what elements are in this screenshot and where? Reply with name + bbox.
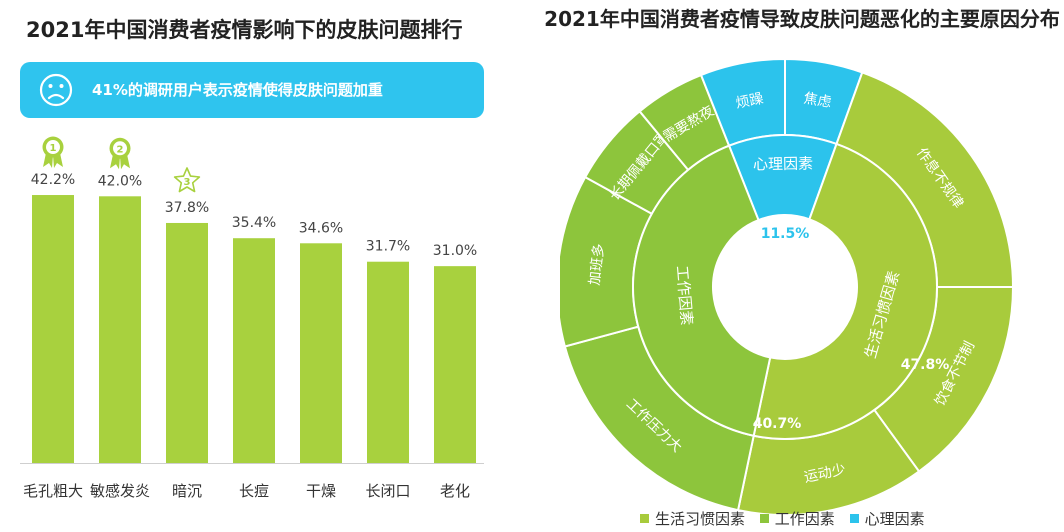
inner-segment-label: 心理因素 xyxy=(753,155,813,174)
category-label: 长闭口 xyxy=(365,482,410,500)
legend-item-work: 工作因素 xyxy=(759,508,835,529)
bar-2 xyxy=(99,196,141,464)
legend-item-psych: 心理因素 xyxy=(849,508,925,529)
inner-percent-label: 11.5% xyxy=(761,226,810,242)
sunburst-legend: 生活习惯因素 工作因素 心理因素 xyxy=(640,508,935,529)
inner-segment xyxy=(632,144,772,437)
sunburst-chart-title: 2021年中国消费者疫情导致皮肤问题恶化的主要原因分布 xyxy=(544,7,1060,31)
outer-segment-label: 焦虑 xyxy=(802,91,832,112)
bar-4 xyxy=(233,238,275,463)
category-label: 敏感发炎 xyxy=(90,482,150,500)
medal-inner xyxy=(113,141,127,156)
legend-label-psych: 心理因素 xyxy=(864,510,925,528)
bar-5 xyxy=(300,243,342,463)
category-label: 暗沉 xyxy=(172,482,202,500)
legend-label-lifestyle: 生活习惯因素 xyxy=(655,510,746,528)
legend-label-work: 工作因素 xyxy=(774,510,835,528)
bar-1 xyxy=(32,195,74,463)
legend-item-lifestyle: 生活习惯因素 xyxy=(640,508,745,529)
inner-segment-label: 工作因素 xyxy=(673,265,696,326)
legend-swatch-lifestyle xyxy=(640,514,649,523)
bar-value-label: 42.2% xyxy=(31,172,75,188)
inner-percent-label: 47.8% xyxy=(901,357,950,373)
medal-rank: 1 xyxy=(50,143,57,154)
outer-segment-label: 加班多 xyxy=(586,243,608,287)
summary-banner: 41%的调研用户表示疫情使得皮肤问题加重 xyxy=(20,62,484,118)
bar-value-label: 37.8% xyxy=(165,200,209,216)
category-label: 长痘 xyxy=(239,482,269,500)
category-label: 毛孔粗大 xyxy=(23,482,83,500)
star-badge-icon: 3 xyxy=(173,167,201,193)
medal-icon: 1 xyxy=(42,136,64,169)
bar-value-label: 31.0% xyxy=(433,243,477,259)
medal-rank: 2 xyxy=(117,144,124,155)
sad-face-icon xyxy=(39,73,73,107)
bar-value-label: 34.6% xyxy=(299,220,343,236)
skin-issues-bar-chart: 42.2% 毛孔粗大 42.0% 敏感发炎 37.8% 暗沉 35.4% 长痘 34.6% 干燥 3… xyxy=(20,136,484,500)
star-rank: 3 xyxy=(184,177,191,188)
bar-value-label: 42.0% xyxy=(98,173,142,189)
outer-segment-label: 烦躁 xyxy=(734,91,765,112)
bar-6 xyxy=(367,261,409,463)
causes-sunburst-chart: 焦虑作息不规律饮食不节制运动少工作压力大加班多长期佩戴口罩需要熬夜烦躁心理因素生… xyxy=(560,57,1015,516)
bar-value-label: 35.4% xyxy=(232,215,276,231)
category-label: 老化 xyxy=(440,482,470,500)
legend-swatch-psych xyxy=(849,514,859,523)
center-hole xyxy=(714,216,856,358)
inner-percent-label: 40.7% xyxy=(753,416,802,432)
bar-7 xyxy=(434,266,476,463)
banner-text: 41%的调研用户表示疫情使得皮肤问题加重 xyxy=(92,81,383,99)
category-label: 干燥 xyxy=(306,482,336,500)
bar-value-label: 31.7% xyxy=(366,239,410,255)
bar-3 xyxy=(166,222,208,463)
medal-inner xyxy=(46,140,60,155)
star-shape xyxy=(173,167,201,193)
bar-chart-title: 2021年中国消费者疫情影响下的皮肤问题排行 xyxy=(26,18,463,42)
medal-icon: 2 xyxy=(109,137,131,170)
legend-swatch-work xyxy=(759,514,769,523)
inner-segment xyxy=(752,142,938,440)
